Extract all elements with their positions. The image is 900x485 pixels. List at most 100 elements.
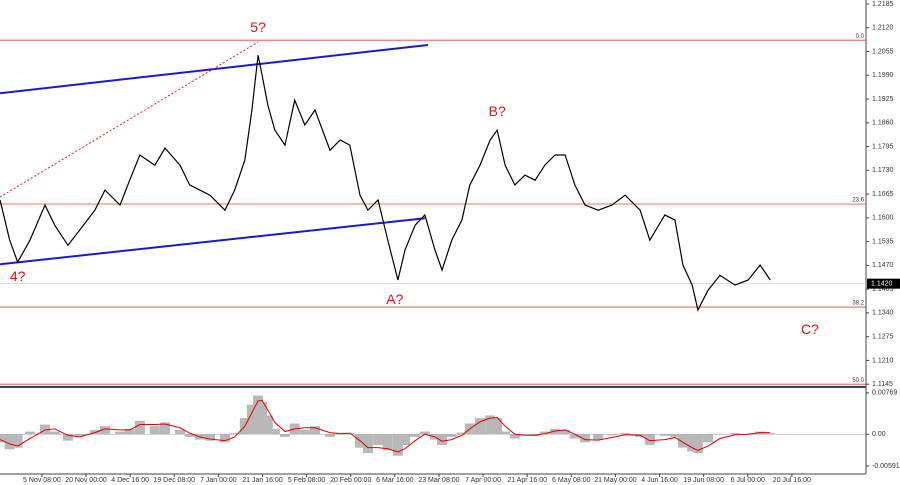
wave-label: B? (489, 103, 506, 119)
y-tick-label: 1.1535 (872, 238, 894, 245)
last-price-label: 1.1420 (871, 280, 893, 287)
histogram-bar (509, 434, 520, 439)
x-tick-label: 5 Nov 08:00 (23, 477, 61, 484)
histogram-bar (474, 418, 485, 435)
x-tick-label: 4 Jun 16:00 (641, 477, 678, 484)
wave-label: 4? (10, 268, 26, 284)
histogram-bar (765, 433, 776, 435)
histogram-bar (560, 429, 571, 435)
y-tick-label: 0.00769 (872, 390, 897, 397)
x-tick-label: 21 May 00:00 (594, 477, 637, 484)
x-tick-label: 20 Feb 00:00 (330, 477, 371, 484)
histogram-bar (549, 428, 560, 435)
histogram-bar (24, 431, 35, 435)
histogram-bar (89, 429, 100, 435)
histogram-bar (606, 434, 617, 436)
histogram-bar (687, 434, 698, 452)
histogram-bar (519, 434, 530, 435)
y-tick-label: 0.00 (872, 431, 886, 438)
y-tick-label: 1.1210 (872, 357, 894, 364)
x-tick-label: 21 Jan 16:00 (242, 477, 283, 484)
histogram-bar (437, 434, 448, 445)
y-tick-label: 1.1340 (872, 310, 894, 317)
histogram-bar (659, 434, 670, 436)
histogram-bar (49, 431, 60, 435)
x-tick-label: 19 Dec 08:00 (153, 477, 195, 484)
histogram-bar (392, 434, 403, 456)
x-tick-label: 6 Jul 00:00 (731, 477, 765, 484)
histogram-bar (324, 434, 335, 437)
wave-label: A? (386, 291, 403, 307)
last-price-box (867, 278, 900, 289)
histogram-bar (134, 420, 145, 435)
histogram-bar (39, 424, 50, 435)
histogram-bar (703, 434, 714, 443)
histogram-bar (579, 434, 590, 443)
y-tick-label: 1.1275 (872, 333, 894, 340)
y-tick-label: 1.1730 (872, 167, 894, 174)
histogram-bar (114, 431, 125, 435)
histogram-bar (399, 434, 410, 445)
y-tick-label: 1.1470 (872, 262, 894, 269)
x-tick-label: 7 Apr 00:00 (465, 477, 501, 484)
price-line (0, 55, 771, 312)
x-tick-label: 20 Jul 16:00 (773, 477, 811, 484)
histogram-bar (714, 434, 725, 435)
x-tick-label: 4 Dec 16:00 (111, 477, 149, 484)
histogram-bar (219, 434, 230, 443)
histogram-bar (729, 433, 740, 435)
histogram-bar (0, 434, 5, 443)
wave-label: 5? (250, 19, 266, 35)
histogram-bar (500, 431, 511, 435)
histogram-bar (174, 429, 185, 435)
fib-label: 0.0 (856, 34, 865, 40)
histogram-bar (485, 415, 496, 435)
histogram-bar (382, 434, 393, 451)
histogram-bar (309, 426, 320, 435)
histogram-bar (159, 422, 170, 435)
y-tick-label: 1.2120 (872, 25, 894, 32)
y-tick-label: 1.1665 (872, 191, 894, 198)
histogram-bar (299, 429, 310, 435)
histogram-bar (99, 426, 110, 435)
trendline (0, 217, 425, 266)
histogram-bar (539, 431, 550, 435)
histogram-bar (246, 404, 257, 435)
histogram-bar (362, 434, 373, 454)
x-tick-label: 19 Jun 08:00 (683, 477, 724, 484)
histogram-bar (62, 434, 73, 441)
y-tick-label: 1.2055 (872, 48, 894, 55)
histogram-bar (279, 434, 290, 437)
x-tick-label: 20 Nov 00:00 (65, 477, 107, 484)
x-tick-label: 7 Jan 00:00 (200, 477, 237, 484)
y-tick-label: -0.00591 (872, 463, 900, 470)
histogram-bar (644, 434, 655, 445)
y-tick-label: 1.1145 (872, 381, 893, 388)
histogram-bar (184, 434, 195, 437)
x-tick-label: 6 May 08:00 (552, 477, 591, 484)
histogram-bar (257, 401, 268, 435)
histogram-bar (74, 434, 85, 436)
histogram-bar (269, 428, 280, 435)
histogram-bar (669, 434, 680, 437)
histogram-bar (620, 433, 631, 435)
histogram-bar (4, 434, 15, 450)
y-tick-label: 1.1925 (872, 96, 894, 103)
y-tick-label: 1.1600 (872, 215, 894, 222)
signal-line (0, 399, 771, 453)
y-tick-label: 1.1795 (872, 143, 894, 150)
histogram-bar (569, 434, 580, 439)
histogram-bar (410, 434, 421, 437)
histogram-bar (149, 426, 160, 435)
histogram-bar (492, 418, 503, 435)
fib-label: 50.0 (852, 378, 864, 384)
fib-label: 38.2 (852, 301, 864, 307)
x-tick-label: 5 Feb 08:00 (288, 477, 325, 484)
y-tick-label: 1.1990 (872, 72, 894, 79)
wave-label: C? (801, 321, 819, 337)
histogram-bar (12, 434, 23, 448)
histogram-bar (593, 434, 604, 440)
histogram-bar (677, 434, 688, 448)
